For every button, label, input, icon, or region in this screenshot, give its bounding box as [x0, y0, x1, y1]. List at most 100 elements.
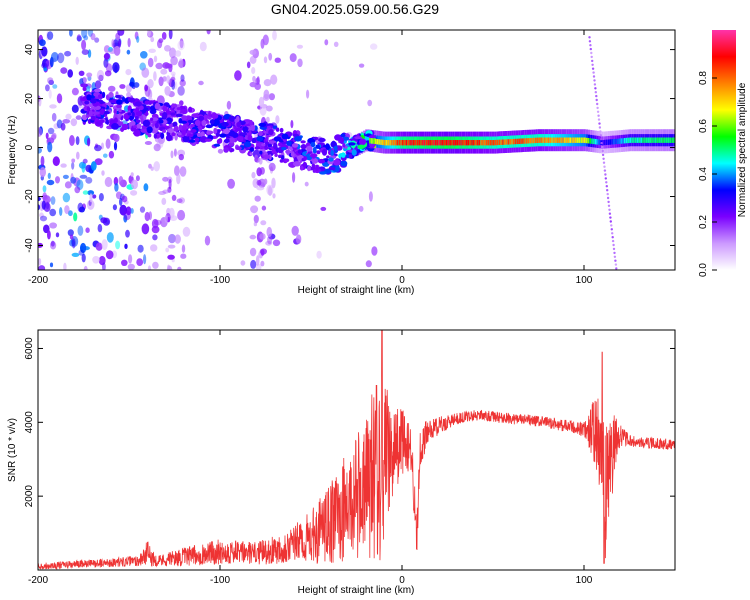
ridge-core: [382, 139, 384, 146]
ridge-core: [423, 140, 426, 146]
streak-dot: [612, 243, 615, 247]
noise-blob: [198, 80, 204, 86]
noise-blob: [166, 75, 171, 84]
noise-blob: [119, 197, 123, 206]
y-tick-label: 6000: [24, 337, 35, 360]
noise-blob: [74, 186, 81, 194]
streak-dot: [609, 216, 612, 219]
x-tick-label: 0: [399, 575, 405, 586]
colorbar-label: Normalized spectral amplitude: [737, 82, 748, 217]
ridge-blob: [258, 122, 267, 127]
ridge-core: [374, 138, 377, 145]
ridge-core: [465, 140, 468, 146]
colorbar-tick-label: 0.8: [698, 71, 709, 85]
noise-blob: [97, 224, 103, 233]
ridge-core: [645, 137, 648, 143]
ridge-blob: [204, 138, 213, 142]
noise-blob: [101, 170, 105, 176]
ridge-blob: [275, 127, 280, 132]
ridge-blob: [278, 154, 282, 159]
ridge-blob: [175, 113, 183, 118]
ridge-blob: [116, 99, 123, 105]
ridge-blob: [342, 143, 346, 148]
ridge-blob: [321, 148, 328, 156]
noise-blob: [71, 238, 76, 249]
noise-blob: [258, 96, 265, 108]
noise-blob: [101, 239, 108, 251]
ridge-band: [666, 134, 669, 147]
ridge-blob: [167, 128, 175, 134]
ridge-core: [402, 140, 404, 146]
streak-dot: [605, 181, 608, 184]
noise-blob: [87, 190, 95, 196]
snr-series-line: [38, 330, 675, 570]
noise-blob: [78, 249, 85, 256]
noise-blob: [81, 30, 88, 39]
ridge-blob: [279, 159, 284, 163]
streak-dot: [606, 196, 610, 200]
ridge-blob: [228, 131, 236, 137]
ridge-core: [474, 140, 477, 146]
noise-blob: [46, 179, 55, 186]
ridge-blob: [188, 133, 194, 138]
ridge-blob: [251, 137, 257, 144]
noise-blob: [150, 166, 154, 171]
ridge-blob: [234, 118, 238, 124]
ridge-blob: [151, 117, 159, 122]
ridge-blob: [176, 107, 181, 111]
ridge-blob: [146, 126, 153, 134]
ridge-core: [556, 137, 559, 143]
noise-blob: [106, 232, 114, 243]
ridge-blob: [188, 106, 193, 113]
noise-blob: [125, 69, 132, 76]
noise-blob: [176, 173, 181, 185]
noise-blob: [73, 212, 78, 222]
noise-blob: [71, 252, 80, 257]
ridge-blob: [165, 134, 173, 142]
noise-blob: [179, 38, 184, 49]
y-tick-label: 0: [24, 144, 35, 150]
noise-blob: [107, 85, 116, 92]
ridge-core: [525, 138, 528, 144]
ridge-core: [651, 137, 653, 143]
noise-blob: [217, 148, 224, 154]
ridge-blob: [250, 124, 256, 131]
ridge-blob: [117, 113, 123, 117]
noise-blob: [147, 265, 152, 270]
ridge-core: [405, 140, 408, 146]
ridge-core: [644, 137, 646, 143]
ridge-blob: [111, 123, 119, 130]
ridge-blob: [92, 111, 100, 115]
streak-dot: [603, 169, 607, 172]
noise-blob: [94, 158, 103, 166]
noise-blob: [95, 242, 103, 251]
ridge-core: [445, 140, 448, 146]
ridge-core: [638, 137, 641, 143]
noise-blob: [48, 89, 52, 99]
spectrogram-heatmap: [38, 30, 675, 270]
noise-blob: [139, 206, 146, 213]
spectrogram-y-label: Frequency (Hz): [7, 116, 18, 185]
noise-blob: [70, 118, 78, 127]
ridge-core: [391, 140, 393, 146]
ridge-blob: [341, 152, 346, 158]
noise-blob: [98, 193, 104, 202]
noise-blob: [167, 254, 175, 260]
noise-blob: [39, 212, 44, 218]
x-tick-label: 100: [576, 575, 593, 586]
noise-blob: [261, 205, 267, 211]
ridge-blob: [136, 119, 141, 123]
ridge-core: [453, 140, 455, 146]
noise-blob: [158, 191, 167, 195]
streak-dot: [602, 161, 606, 164]
ridge-blob: [110, 99, 118, 104]
ridge-blob: [135, 110, 143, 117]
noise-blob: [152, 234, 158, 241]
ridge-blob: [178, 124, 183, 130]
spectrogram-y-ticks: -40 -20 0 20 40: [24, 44, 675, 253]
x-tick-label: -200: [28, 575, 48, 586]
ridge-blob: [340, 160, 348, 167]
ridge-blob: [328, 157, 334, 162]
noise-blob: [170, 71, 176, 76]
streak-dot: [598, 122, 601, 125]
